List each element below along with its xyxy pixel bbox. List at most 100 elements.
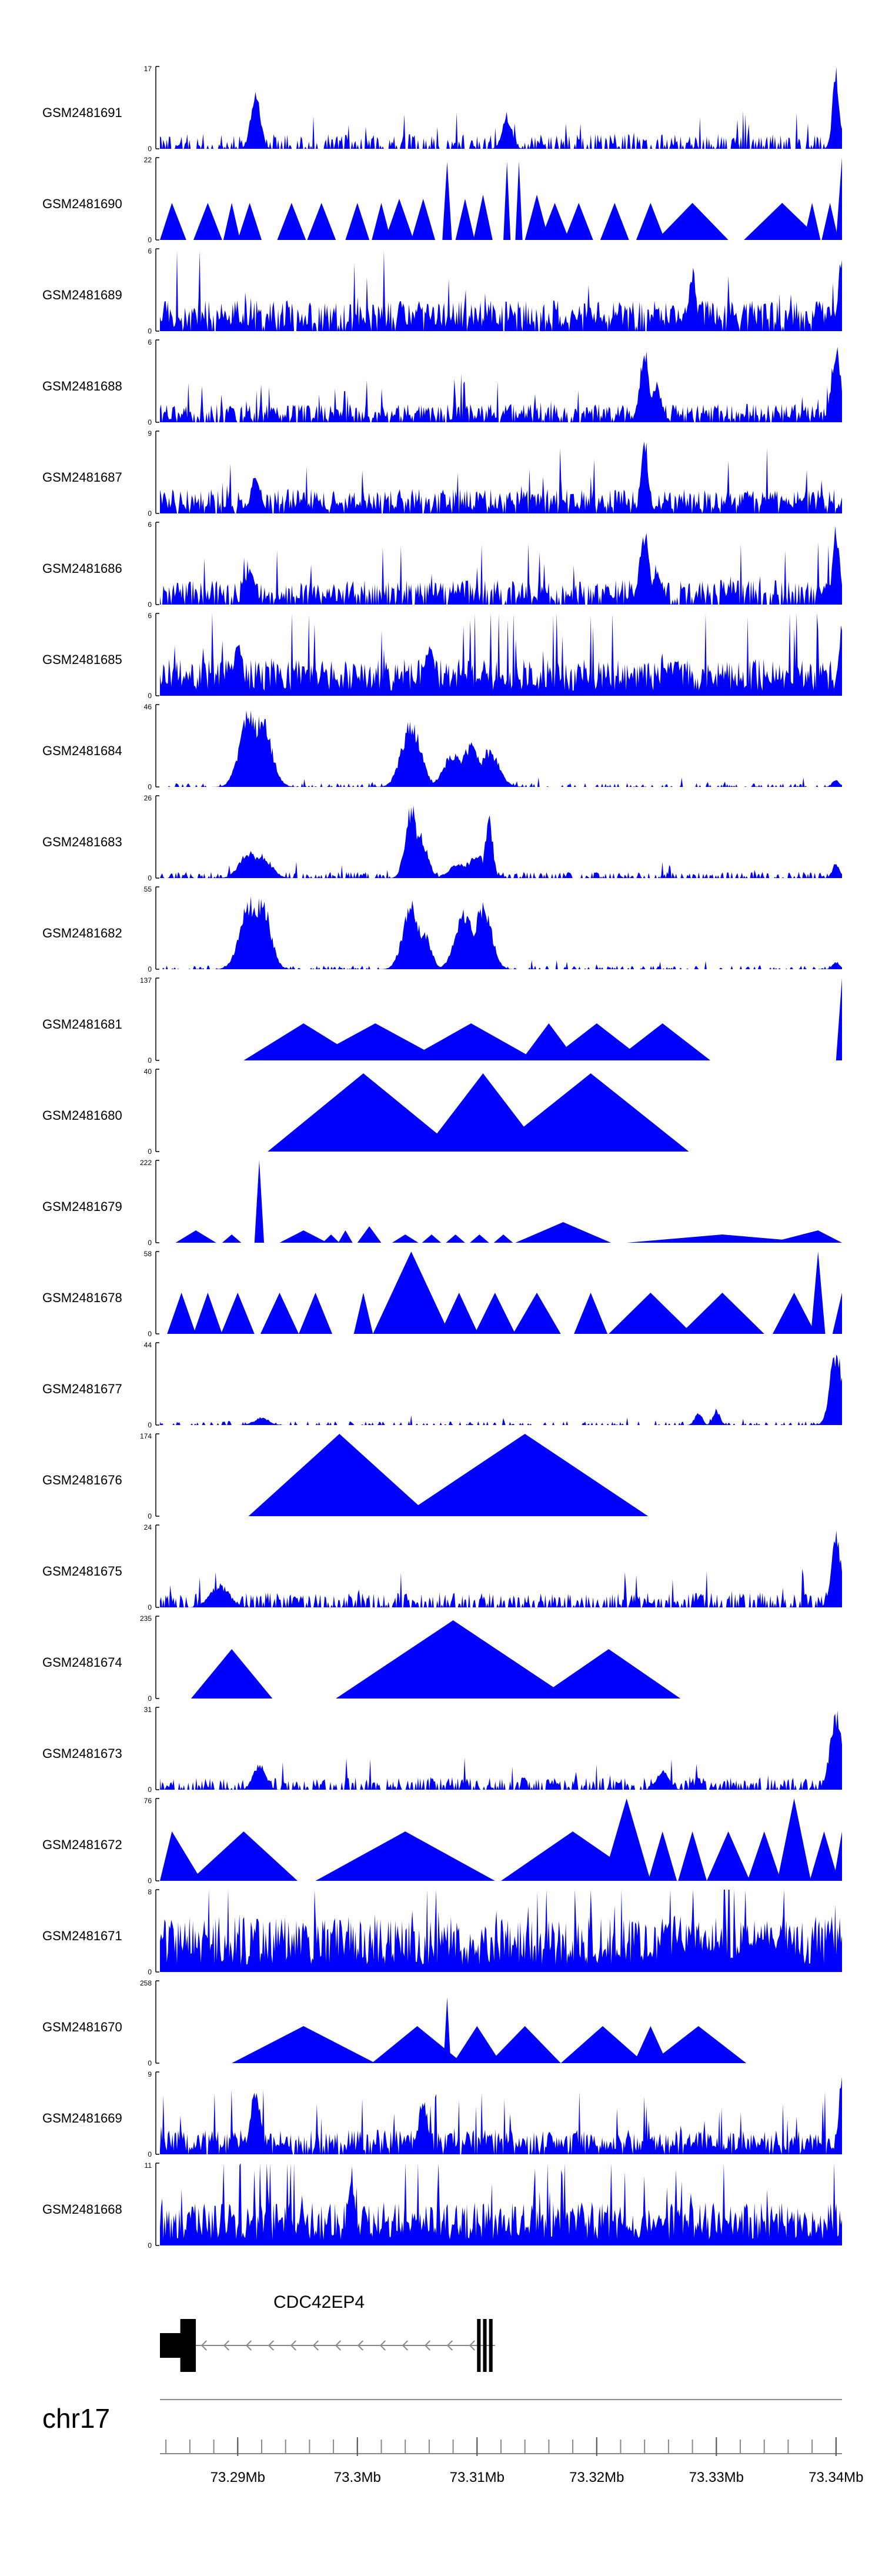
coverage-peak <box>648 1831 677 1881</box>
coverage-peak <box>279 1230 328 1243</box>
track-GSM2481680: GSM2481680 40 0 <box>42 1067 689 1156</box>
coverage-area <box>160 250 842 331</box>
coverage-peak <box>540 203 569 240</box>
coverage-peak <box>636 203 665 240</box>
gene-exon <box>180 2319 196 2372</box>
track-ymin-label: 0 <box>148 1786 152 1794</box>
track-ymin-label: 0 <box>148 1694 152 1703</box>
coverage-peak <box>549 1023 645 1060</box>
coverage-peak <box>803 203 821 240</box>
coverage-area <box>160 710 842 787</box>
axis-tick-label: 73.3Mb <box>334 2470 381 2485</box>
coverage-peak <box>402 1434 649 1516</box>
coverage-peak <box>513 1293 561 1334</box>
gene-exon <box>489 2319 493 2372</box>
track-label: GSM2481687 <box>42 470 122 485</box>
track-label: GSM2481689 <box>42 288 122 302</box>
gene-name-label: CDC42EP4 <box>273 2293 365 2312</box>
track-GSM2481682: GSM2481682 55 0 <box>42 885 842 973</box>
track-ymax-label: 6 <box>148 520 152 529</box>
track-label: GSM2481680 <box>42 1108 122 1123</box>
coverage-peak <box>167 1293 196 1334</box>
track-label: GSM2481671 <box>42 1928 122 1943</box>
coverage-peak <box>747 1831 781 1881</box>
strand-arrow-icon <box>357 2340 363 2351</box>
coverage-area <box>160 2077 842 2154</box>
coverage-peak <box>345 203 370 240</box>
coverage-peak <box>372 2026 463 2063</box>
coverage-peak <box>656 203 729 240</box>
track-GSM2481686: GSM2481686 6 0 <box>42 520 842 609</box>
strand-arrow-icon <box>201 2340 207 2351</box>
coverage-area <box>160 66 842 149</box>
track-ymin-label: 0 <box>148 418 152 426</box>
track-GSM2481668: GSM2481668 11 0 <box>42 2161 842 2250</box>
coverage-peak <box>277 203 306 240</box>
coverage-peak <box>223 203 240 240</box>
coverage-peak <box>503 162 511 240</box>
track-GSM2481691: GSM2481691 17 0 <box>42 65 842 153</box>
track-GSM2481687: GSM2481687 9 0 <box>42 429 842 518</box>
coverage-area <box>160 1890 842 1972</box>
coverage-peak <box>232 2026 376 2063</box>
coverage-peak <box>772 1293 816 1334</box>
track-ymax-label: 9 <box>148 2070 152 2078</box>
track-GSM2481681: GSM2481681 137 0 <box>42 976 842 1065</box>
coverage-tracks: GSM2481691170GSM2481690220GSM248168960GS… <box>42 65 842 2250</box>
coverage-peak <box>560 2026 645 2063</box>
coverage-area <box>160 1530 842 1607</box>
coverage-peak <box>175 1230 216 1243</box>
coverage-peak <box>453 2026 501 2063</box>
track-label: GSM2481683 <box>42 835 122 849</box>
track-ymax-label: 258 <box>140 1979 152 1987</box>
coverage-peak <box>307 1023 444 1060</box>
coverage-peak <box>614 1023 711 1060</box>
coverage-peak <box>564 203 593 240</box>
coverage-peak <box>475 1293 516 1334</box>
track-ymax-label: 46 <box>144 703 152 711</box>
chromosome-label: chr17 <box>42 2403 110 2434</box>
strand-arrow-icon <box>223 2340 229 2351</box>
coverage-peak <box>473 195 493 240</box>
track-ymin-label: 0 <box>148 692 152 700</box>
track-ymax-label: 76 <box>144 1797 152 1805</box>
coverage-peak <box>777 1798 811 1881</box>
coverage-peak <box>220 1293 255 1334</box>
track-label: GSM2481684 <box>42 743 122 758</box>
track-ymin-label: 0 <box>148 1512 152 1520</box>
coverage-peak <box>609 1293 693 1334</box>
strand-arrow-icon <box>268 2340 274 2351</box>
coverage-peak <box>810 1831 838 1881</box>
coverage-peak <box>338 1230 353 1243</box>
coverage-peak <box>455 199 475 240</box>
track-ymax-label: 235 <box>140 1614 152 1623</box>
coverage-peak <box>322 1234 340 1243</box>
track-label: GSM2481678 <box>42 1290 122 1305</box>
coverage-peak <box>493 1234 513 1243</box>
coverage-area <box>160 805 842 878</box>
track-ymax-label: 58 <box>144 1250 152 1258</box>
track-GSM2481675: GSM2481675 24 0 <box>42 1523 842 1611</box>
track-label: GSM2481677 <box>42 1382 122 1396</box>
track-ymax-label: 55 <box>144 885 152 893</box>
strand-arrow-icon <box>424 2340 430 2351</box>
coverage-area <box>160 347 842 422</box>
gene-track: CDC42EP4 <box>160 2293 495 2372</box>
gene-exon <box>160 2333 184 2358</box>
coverage-peak <box>373 1252 450 1334</box>
axis-tick-label: 73.34Mb <box>808 2470 863 2485</box>
track-label: GSM2481676 <box>42 1473 122 1487</box>
coverage-peak <box>446 1234 465 1243</box>
coverage-peak <box>405 1023 537 1060</box>
track-label: GSM2481685 <box>42 652 122 667</box>
coverage-peak <box>836 978 842 1060</box>
track-label: GSM2481688 <box>42 379 122 393</box>
track-label: GSM2481681 <box>42 1017 122 1032</box>
coverage-peak <box>537 1649 681 1699</box>
coverage-area <box>160 896 842 969</box>
axis-tick-label: 73.31Mb <box>450 2470 505 2485</box>
coverage-peak <box>193 1293 222 1334</box>
strand-arrow-icon <box>312 2340 319 2351</box>
track-ymin-label: 0 <box>148 236 152 244</box>
track-ymax-label: 6 <box>148 247 152 255</box>
